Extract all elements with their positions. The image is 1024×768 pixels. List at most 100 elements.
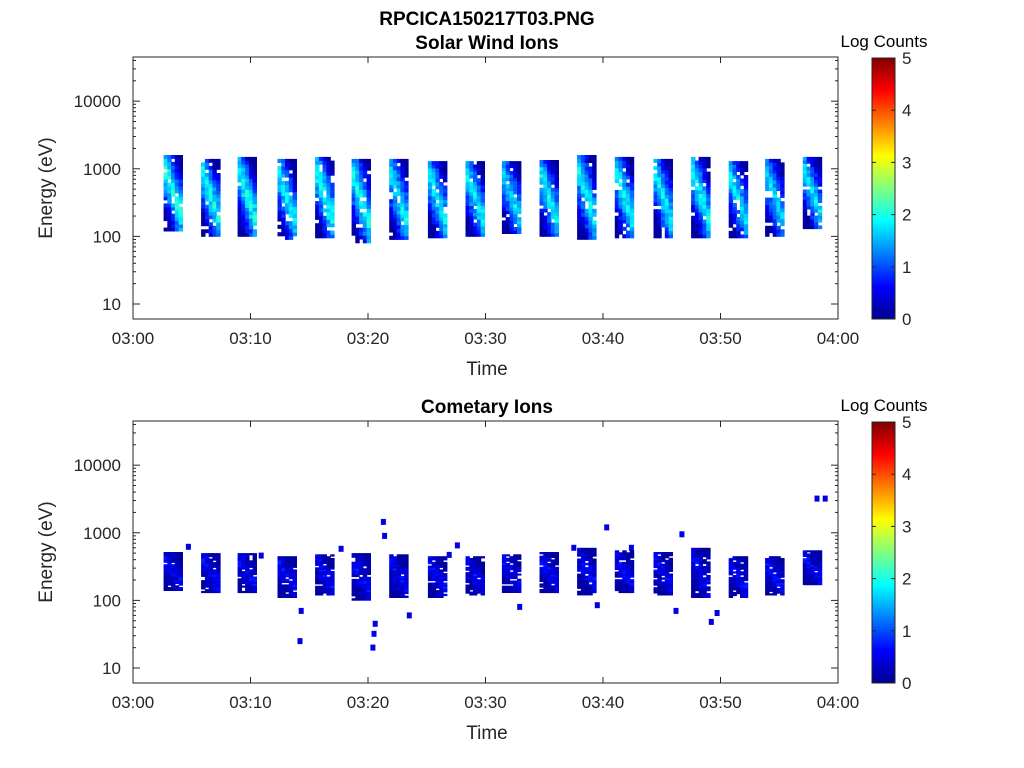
spectrogram-cell bbox=[502, 568, 506, 570]
spectrogram-cell bbox=[619, 591, 623, 593]
spectrogram-cell bbox=[175, 207, 179, 211]
spectrogram-cell bbox=[216, 166, 220, 170]
spectrogram-cell bbox=[315, 223, 319, 227]
spectrogram-cell bbox=[630, 583, 634, 585]
spectrogram-cell bbox=[744, 175, 748, 179]
spectrogram-cell bbox=[540, 177, 544, 181]
spectrogram-cell bbox=[469, 161, 473, 165]
spectrogram-cell bbox=[315, 186, 319, 190]
spectrogram-cell bbox=[253, 168, 257, 172]
x-tick-label: 03:20 bbox=[347, 693, 390, 712]
spectrogram-cell bbox=[630, 234, 634, 238]
spectrogram-cell bbox=[577, 552, 581, 555]
spectrogram-cell bbox=[740, 182, 744, 186]
spectrogram-cell bbox=[443, 193, 447, 197]
spectrogram-cell bbox=[626, 216, 630, 220]
spectrogram-cell bbox=[577, 186, 581, 190]
spectrogram-cell bbox=[540, 212, 544, 216]
spectrogram-cell bbox=[439, 234, 443, 238]
spectrogram-cell bbox=[428, 186, 432, 190]
spectrogram-cell bbox=[249, 226, 253, 230]
spectrogram-cell bbox=[404, 221, 408, 225]
spectrogram-cell bbox=[577, 216, 581, 220]
spectrogram-cell bbox=[769, 177, 773, 181]
spectrogram-cell bbox=[293, 192, 297, 196]
spectrogram-cell bbox=[592, 224, 596, 228]
spectrogram-cell bbox=[389, 188, 393, 192]
spectrogram-cell bbox=[285, 166, 289, 170]
spectrogram-cell bbox=[355, 205, 359, 209]
spectrogram-cell bbox=[323, 164, 327, 168]
spectrogram-cell bbox=[466, 165, 470, 169]
spectrogram-cell bbox=[400, 188, 404, 192]
spectrogram-cell bbox=[657, 234, 661, 238]
spectrogram-cell bbox=[661, 188, 665, 192]
spectrogram-cell bbox=[619, 568, 623, 570]
spectrogram-cell bbox=[428, 214, 432, 218]
spectrogram-cell bbox=[769, 170, 773, 174]
spectrogram-cell bbox=[315, 175, 319, 179]
spectrogram-cell bbox=[540, 552, 544, 554]
spectrogram-cell bbox=[363, 596, 367, 599]
spectrogram-cell bbox=[363, 573, 367, 576]
spectrogram-cell bbox=[367, 564, 371, 567]
spectrogram-cell bbox=[502, 554, 506, 556]
spectrogram-cell bbox=[212, 173, 216, 177]
spectrogram-cell bbox=[315, 194, 319, 198]
spectrogram-cell bbox=[289, 188, 293, 192]
spectrogram-cell bbox=[555, 160, 559, 164]
spectrogram-cell bbox=[547, 219, 551, 223]
spectrogram-cell bbox=[729, 179, 733, 183]
spectrogram-cell bbox=[245, 186, 249, 190]
spectrogram-cell bbox=[740, 196, 744, 200]
spectrogram-cell bbox=[706, 220, 710, 224]
spectrogram-cell bbox=[506, 191, 510, 195]
spectrogram-cell bbox=[540, 191, 544, 195]
spectrogram-cell bbox=[293, 214, 297, 218]
spectrogram-cell bbox=[443, 186, 447, 190]
spectrogram-cell bbox=[619, 231, 623, 235]
spectrogram-cell bbox=[740, 168, 744, 172]
spectrogram-cell bbox=[626, 205, 630, 209]
y-tick-label: 1000 bbox=[83, 524, 121, 543]
spectrogram-cell bbox=[293, 221, 297, 225]
spectrogram-cell bbox=[661, 170, 665, 174]
spectrogram-cell bbox=[435, 179, 439, 183]
spectrogram-cell bbox=[245, 226, 249, 230]
spectrogram-cell bbox=[661, 195, 665, 199]
spectrogram-cell bbox=[326, 223, 330, 227]
spectrogram-cell bbox=[588, 548, 592, 551]
spectrogram-cell bbox=[517, 197, 521, 201]
colorbar-label: Log Counts bbox=[841, 396, 928, 415]
spectrogram-cell bbox=[551, 223, 555, 227]
spectrogram-cell bbox=[699, 548, 703, 551]
spectrogram-cell bbox=[428, 179, 432, 183]
spectrogram-cell bbox=[481, 226, 485, 230]
spectrogram-cell bbox=[435, 231, 439, 235]
spectrogram-cell bbox=[289, 214, 293, 218]
spectrogram-cell bbox=[699, 577, 703, 580]
spectrogram-cell bbox=[241, 218, 245, 222]
spectrogram-cell bbox=[555, 174, 559, 178]
spectrogram-cell bbox=[588, 167, 592, 171]
spectrogram-cell bbox=[577, 584, 581, 587]
spectrogram-cell bbox=[765, 219, 769, 223]
spectrogram-cell bbox=[818, 180, 822, 184]
spectrogram-cell bbox=[706, 201, 710, 205]
spectrogram-cell bbox=[592, 552, 596, 555]
spectrogram-cell bbox=[513, 230, 517, 234]
spectrogram-cell bbox=[615, 234, 619, 238]
spectrogram-cell bbox=[513, 572, 517, 574]
spectrogram-cell bbox=[330, 172, 334, 176]
spectrogram-cell bbox=[179, 190, 183, 194]
spectrogram-cell bbox=[278, 203, 282, 207]
spectrogram-cell bbox=[818, 225, 822, 229]
spectrogram-cell bbox=[818, 550, 822, 552]
spectrogram-cell bbox=[201, 205, 205, 209]
spectrogram-cell bbox=[540, 174, 544, 178]
spectrogram-cell bbox=[363, 159, 367, 163]
spectrogram-cell bbox=[326, 231, 330, 235]
spectrogram-cell bbox=[691, 157, 695, 161]
spectrogram-cell bbox=[473, 189, 477, 193]
spectrogram-cell bbox=[654, 570, 658, 572]
